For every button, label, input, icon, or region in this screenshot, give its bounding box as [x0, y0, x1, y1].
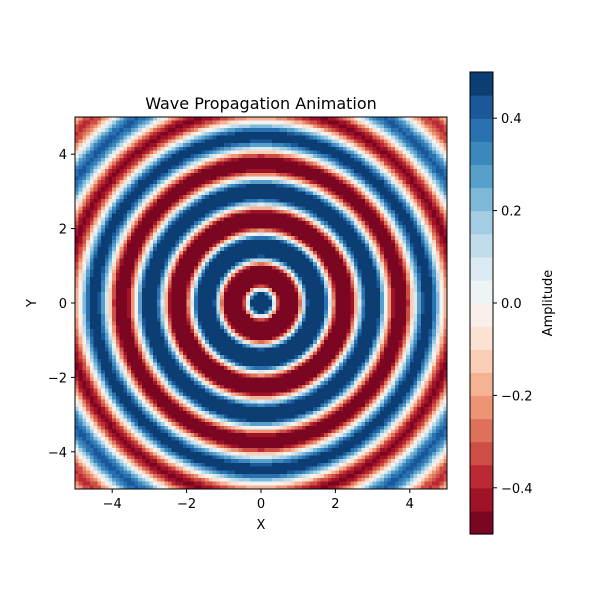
colorbar-segment — [470, 464, 493, 489]
colorbar-segment — [470, 372, 493, 396]
colorbar-segment — [470, 395, 493, 420]
colorbar-ticks: −0.4 −0.2 0.0 0.2 0.4 — [493, 112, 533, 497]
colorbar-segment — [470, 349, 493, 373]
colorbar-segment — [470, 118, 493, 142]
y-axis-label: Y — [25, 299, 40, 308]
colorbar-segment — [470, 72, 493, 96]
y-axis-ticks: −4 −2 0 2 4 — [48, 148, 75, 461]
colorbar-segment — [470, 510, 493, 535]
x-tick-label: −4 — [103, 497, 122, 512]
colorbar-tick-label: −0.4 — [501, 482, 533, 497]
colorbar — [470, 72, 493, 535]
y-tick-label: 0 — [59, 297, 67, 312]
colorbar-segment — [470, 141, 493, 165]
y-tick-label: 2 — [59, 223, 67, 238]
x-tick-label: −2 — [177, 497, 196, 512]
colorbar-tick-label: 0.0 — [501, 297, 522, 312]
colorbar-segment — [470, 164, 493, 189]
heatmap-raster — [75, 117, 447, 489]
x-tick-label: 4 — [406, 497, 414, 512]
colorbar-segment — [470, 418, 493, 443]
colorbar-tick-label: 0.2 — [501, 205, 522, 220]
colorbar-segment — [470, 256, 493, 281]
colorbar-tick-label: −0.2 — [501, 389, 533, 404]
colorbar-tick-label: 0.4 — [501, 112, 522, 127]
y-tick-label: −2 — [48, 371, 67, 386]
colorbar-segment — [470, 95, 493, 119]
x-tick-label: 0 — [257, 497, 265, 512]
colorbar-segment — [470, 326, 493, 350]
x-tick-label: 2 — [331, 497, 339, 512]
colorbar-label: Amplitude — [541, 270, 556, 337]
colorbar-segment — [470, 233, 493, 258]
y-tick-label: 4 — [59, 148, 67, 163]
heatmap-image — [75, 117, 447, 489]
chart-title: Wave Propagation Animation — [145, 94, 377, 113]
x-axis-ticks: −4 −2 0 2 4 — [103, 489, 414, 512]
colorbar-segment — [470, 279, 493, 304]
colorbar-segment — [470, 487, 493, 512]
x-axis-label: X — [257, 518, 266, 533]
colorbar-segment — [470, 210, 493, 235]
colorbar-segment — [470, 303, 493, 327]
y-tick-label: −4 — [48, 446, 67, 461]
colorbar-segment — [470, 441, 493, 466]
colorbar-segment — [470, 187, 493, 212]
